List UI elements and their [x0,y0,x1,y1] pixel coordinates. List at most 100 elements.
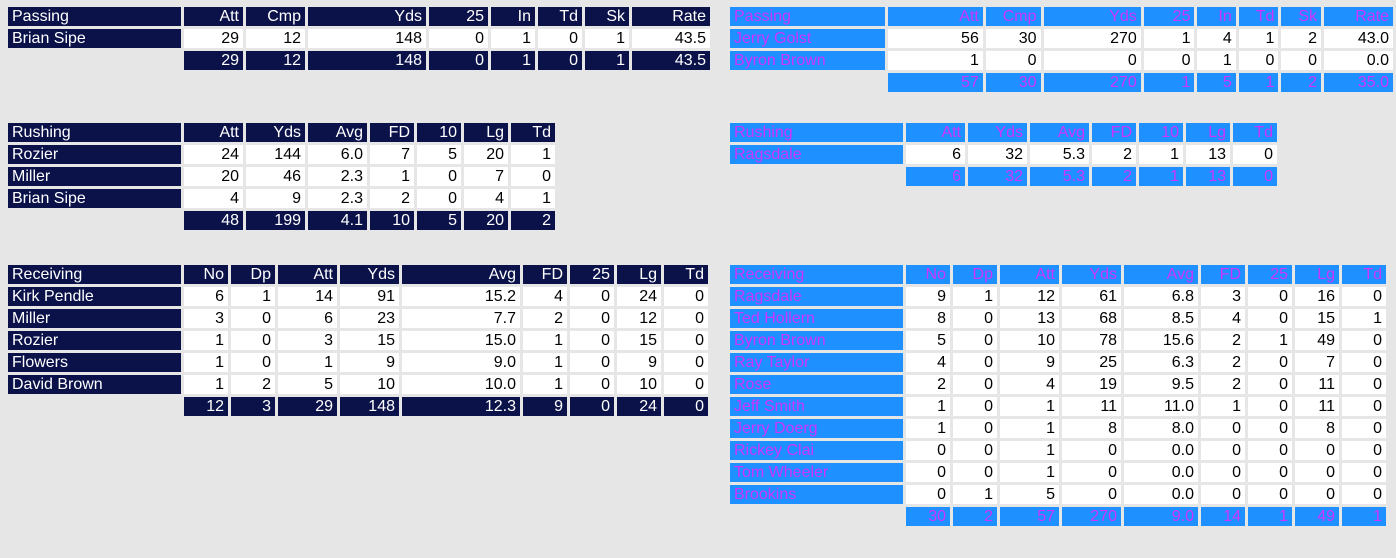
column-header: Sk [585,7,629,26]
stat-value: 0 [906,441,950,460]
stat-value: 10 [1000,331,1059,350]
stat-value: 32 [968,145,1027,164]
stat-value: 1 [1201,397,1245,416]
player-name: Brian Sipe [8,29,181,48]
column-header: Att [278,265,337,284]
stat-value: 2 [523,309,567,328]
right-rushing-total-row: 6 32 5.3 2 1 13 0 [730,167,1277,186]
stat-value: 1 [231,287,275,306]
stat-value: 148 [308,29,426,48]
stat-value: 0 [953,375,997,394]
stat-value: 0 [570,375,614,394]
column-header: Att [184,7,243,26]
stat-value: 11 [1295,375,1339,394]
column-header: Avg [1124,265,1198,284]
stat-value: 0 [1201,463,1245,482]
left-passing-table: Passing Att Cmp Yds 25 In Td Sk Rate Brian Sipe 29… [5,4,713,73]
table-row: Tom Wheeler 0 0 1 0 0.0 0 0 0 0 [730,463,1386,482]
total-spacer [730,73,885,92]
stat-value: 0 [1342,331,1386,350]
right-receiving-table: Receiving No Dp Att Yds Avg FD 25 Lg Td Ragsdale 9 1… [727,262,1389,529]
stat-value: 13 [1186,145,1230,164]
stat-value: 0 [1248,353,1292,372]
stat-value: 43.5 [632,29,710,48]
stat-value: 2 [1092,145,1136,164]
player-name: Brookins [730,485,903,504]
column-header: Yds [1043,7,1141,26]
stat-value: 1 [1197,51,1236,70]
stat-value: 9 [246,189,305,208]
stat-value: 2 [1201,331,1245,350]
stat-value: 0 [1233,145,1277,164]
stat-value: 0 [570,331,614,350]
total-value: 1 [1248,507,1292,526]
column-header: No [906,265,950,284]
stat-value: 0 [1062,441,1121,460]
stat-value: 78 [1062,331,1121,350]
stat-value: 3 [278,331,337,350]
column-header: Td [664,265,708,284]
stat-value: 4 [464,189,508,208]
stat-value: 0 [664,353,708,372]
stat-value: 270 [1043,29,1141,48]
column-header: Avg [1030,123,1089,142]
column-header: Yds [340,265,399,284]
total-value: 1 [1238,73,1279,92]
stat-value: 0 [1201,419,1245,438]
table-row: Rozier 24 144 6.0 7 5 20 1 [8,145,555,164]
stat-value: 0 [538,29,582,48]
stat-value: 1 [1248,331,1292,350]
stat-value: 4 [906,353,950,372]
column-header: Td [538,7,582,26]
player-name: David Brown [8,375,181,394]
stat-value: 9.5 [1124,375,1198,394]
stat-value: 1 [585,29,629,48]
total-value: 2 [1092,167,1136,186]
column-header: No [184,265,228,284]
stat-value: 0 [1248,419,1292,438]
total-value: 32 [968,167,1027,186]
stat-value: 20 [464,145,508,164]
stat-value: 2.3 [308,189,367,208]
stat-value: 10 [340,375,399,394]
total-value: 1 [491,51,535,70]
stat-value: 0 [570,353,614,372]
stat-value: 8.5 [1124,309,1198,328]
column-header: 10 [1139,123,1183,142]
stat-value: 0 [417,167,461,186]
stat-value: 2 [231,375,275,394]
total-value: 43.5 [632,51,710,70]
section-title: Passing [8,7,181,26]
stat-value: 0 [664,287,708,306]
stat-value: 0.0 [1324,51,1393,70]
stat-value: 0.0 [1124,463,1198,482]
player-name: Ragsdale [730,145,903,164]
stat-value: 0 [417,189,461,208]
player-name: Kirk Pendle [8,287,181,306]
stat-value: 24 [184,145,243,164]
stat-value: 6 [906,145,965,164]
stat-value: 0 [1201,441,1245,460]
stat-value: 1 [906,419,950,438]
column-header: Rate [1324,7,1393,26]
total-value: 49 [1295,507,1339,526]
stat-value: 9 [340,353,399,372]
table-row: Miller 3 0 6 23 7.7 2 0 12 0 [8,309,708,328]
right-passing-header-row: Passing Att Cmp Yds 25 In Td Sk Rate [730,7,1393,26]
stat-value: 0 [1295,441,1339,460]
column-header: Yds [246,123,305,142]
column-header: Lg [617,265,661,284]
stat-value: 0 [1248,485,1292,504]
player-name: Rose [730,375,903,394]
stat-value: 14 [278,287,337,306]
column-header: 25 [429,7,488,26]
stat-value: 4 [1000,375,1059,394]
stat-value: 10.0 [402,375,520,394]
stat-value: 5 [278,375,337,394]
stat-value: 0 [231,309,275,328]
stat-value: 0 [985,51,1041,70]
table-row: Ted Hollern 8 0 13 68 8.5 4 0 15 1 [730,309,1386,328]
stat-value: 0 [1248,309,1292,328]
total-value: 1 [1342,507,1386,526]
stat-value: 0 [570,309,614,328]
